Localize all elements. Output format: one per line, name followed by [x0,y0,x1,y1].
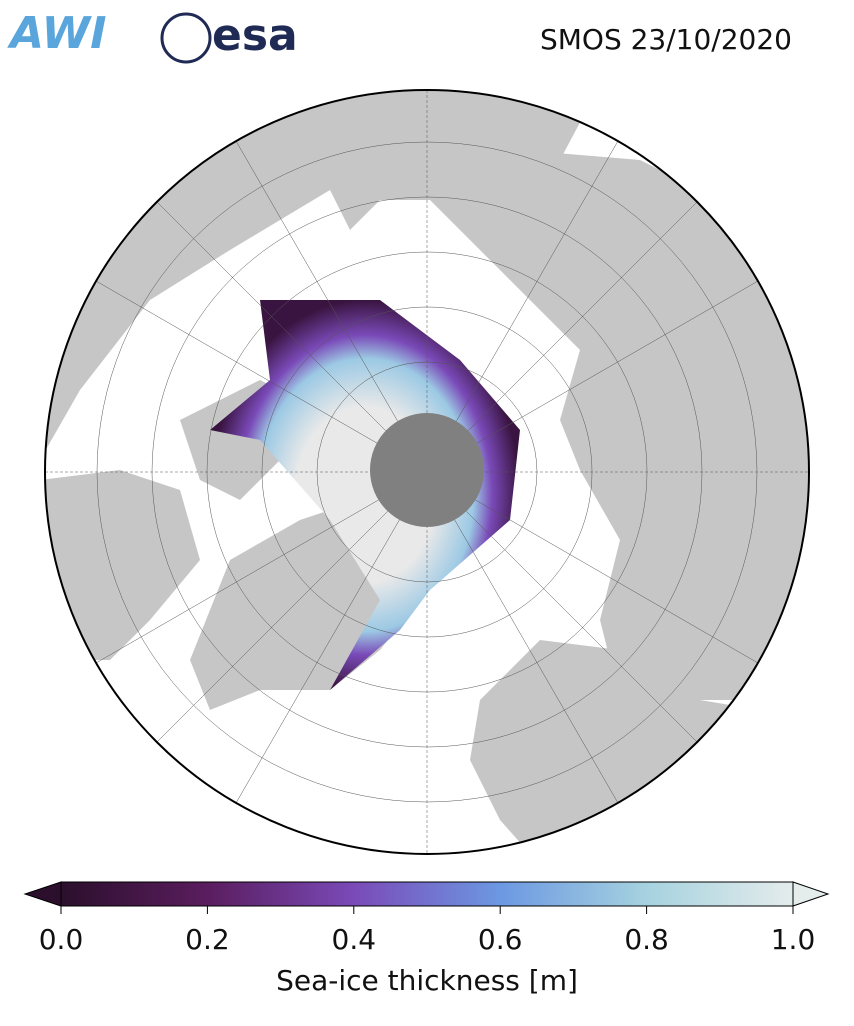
map-title: SMOS 23/10/2020 [540,23,792,56]
colorbar-extension [23,881,62,907]
sea-ice [210,300,520,690]
colorbar-tick-label: 0.8 [624,923,669,956]
land [430,150,809,700]
colorbar-tick-label: 0.4 [332,923,377,956]
colorbar-tick-label: 0.2 [185,923,230,956]
colorbar-body [60,881,794,907]
logo-esa-mark [160,12,212,64]
pole-hole [370,413,484,527]
colorbar-tick-label: 0.0 [39,923,84,956]
logo-esa: esa [212,10,298,61]
colorbar-tick-label: 0.6 [478,923,523,956]
colorbar-label: Sea-ice thickness [m] [276,964,578,997]
colorbar [23,881,830,907]
colorbar-tick-label: 1.0 [771,923,816,956]
map-boundary [44,89,810,855]
land [45,470,200,660]
land [470,640,809,854]
colorbar-extension [792,881,830,907]
logo-awi: AWI [7,8,107,59]
